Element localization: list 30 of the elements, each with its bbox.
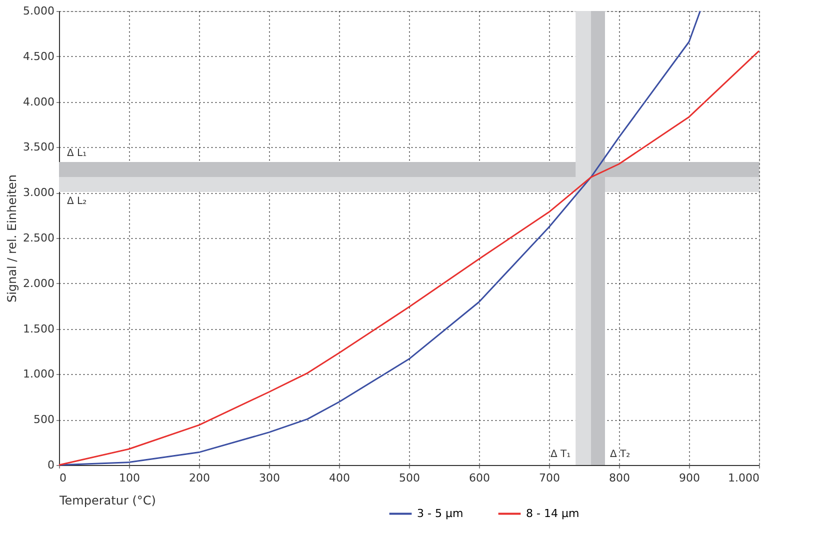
y-tick-label: 2.500	[23, 232, 54, 244]
y-tick-label: 0	[48, 458, 54, 472]
y-tick-label: 1.000	[23, 368, 54, 381]
x-tick-label: 700	[539, 472, 560, 484]
y-tick-label: 1.500	[23, 322, 54, 336]
x-tick-label: 300	[259, 472, 280, 484]
y-tick-label: 5.000	[23, 4, 54, 18]
y-tick-label: 4.000	[23, 95, 54, 108]
band-label: Δ L₁	[67, 148, 87, 159]
band-label: Δ T₁	[550, 449, 571, 460]
y-tick-label: 2.000	[23, 276, 54, 290]
y-tick-label: 3.500	[23, 140, 54, 154]
y-axis-title: Signal / rel. Einheiten	[5, 174, 20, 303]
legend-label: 3 - 5 µm	[417, 506, 464, 520]
y-tick-label: 500	[34, 413, 54, 426]
band-label: Δ L₂	[67, 196, 87, 207]
legend-label: 8 - 14 µm	[526, 506, 580, 520]
x-tick-label: 200	[189, 472, 210, 484]
x-tick-label: 800	[609, 472, 630, 484]
x-tick-label: 0	[60, 472, 66, 484]
x-tick-label: 600	[469, 472, 490, 484]
y-tick-label: 4.500	[23, 50, 54, 63]
x-tick-label: 400	[329, 472, 350, 484]
band-label: Δ T₂	[610, 449, 630, 460]
x-axis-title: Temperatur (°C)	[58, 494, 156, 508]
x-tick-label: 1.000	[728, 472, 760, 484]
x-tick-label: 900	[679, 472, 700, 484]
y-tick-label: 3.000	[23, 186, 54, 200]
x-tick-label: 500	[399, 472, 420, 484]
x-tick-label: 100	[119, 472, 140, 484]
